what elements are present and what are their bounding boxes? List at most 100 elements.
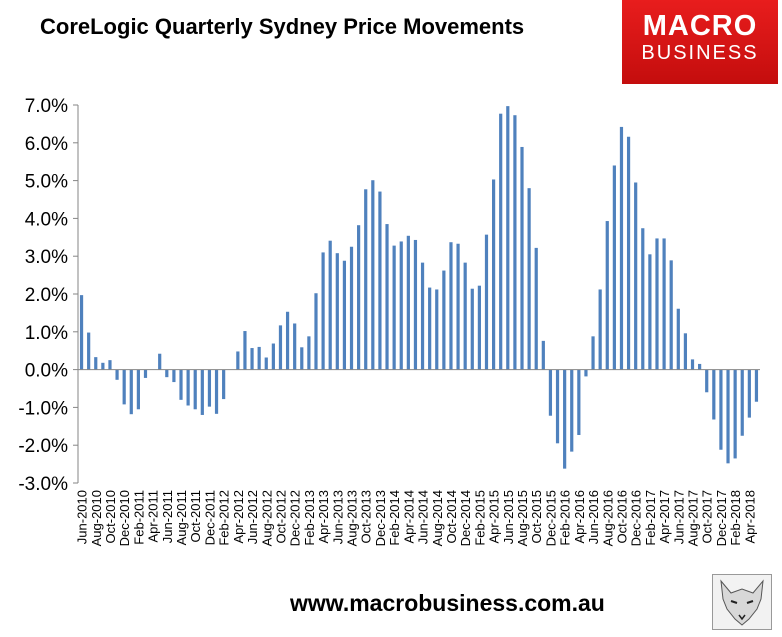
x-axis: Jun-2010 Aug-2010 Oct-2010 Dec-2010 Feb-2011… [75,369,760,546]
bar [357,225,361,370]
bar [257,346,261,370]
x-tick-label: Apr-2012 [231,490,246,543]
bar [648,254,652,370]
bar [328,240,332,370]
bar [456,243,460,370]
x-tick-label: Dec-2017 [714,490,729,546]
bar [591,336,595,370]
x-tick-label: Dec-2014 [458,490,473,546]
bar [740,369,744,436]
x-tick-label: Oct-2011 [188,490,203,543]
x-tick-label: Aug-2017 [686,490,701,546]
x-tick-label: Feb-2014 [387,490,402,546]
bar [435,289,439,370]
bar [584,369,588,377]
bar [243,331,247,370]
x-tick-label: Apr-2011 [146,490,161,543]
bar [143,369,148,378]
bar [612,165,616,370]
bar [406,235,410,370]
bar [321,252,325,370]
bar [598,289,602,370]
x-tick-label: Jun-2017 [671,490,686,544]
bar [726,369,730,464]
bar [278,325,283,370]
bar [513,115,517,370]
bar [314,293,318,370]
y-tick-label: 2.0% [25,285,68,306]
bar [94,357,98,370]
bar [719,369,723,450]
y-tick-label: 1.0% [25,323,68,344]
bar [364,189,368,370]
bar [200,369,204,415]
y-tick-label: 3.0% [25,247,68,268]
bar [158,353,162,370]
bar [747,369,751,418]
x-tick-label: Aug-2010 [89,490,104,546]
bar [285,311,290,370]
bar [570,369,574,452]
x-tick-label: Dec-2016 [629,490,644,546]
bar [577,369,581,435]
bar [79,295,84,370]
bar [335,253,339,370]
bar [101,362,105,370]
x-tick-label: Jun-2014 [416,490,431,544]
x-tick-label: Dec-2013 [373,490,388,546]
x-tick-label: Aug-2011 [174,490,189,545]
x-tick-label: Apr-2018 [742,490,757,543]
y-tick-label: 7.0% [25,96,68,117]
bar [392,245,396,370]
x-tick-label: Jun-2012 [245,490,260,544]
bar [420,262,425,370]
y-tick-label: 4.0% [25,209,68,230]
x-tick-label: Jun-2011 [160,490,175,543]
y-tick-label: -3.0% [18,474,68,495]
x-tick-label: Apr-2017 [657,490,672,543]
x-tick-label: Aug-2016 [600,490,615,546]
x-tick-label: Apr-2014 [401,490,416,543]
bar [527,188,531,370]
y-tick-label: 6.0% [25,134,68,155]
x-tick-label: Oct-2014 [444,490,459,543]
x-tick-label: Aug-2012 [259,490,274,546]
x-tick-label: Jun-2015 [501,490,516,544]
bar [484,234,489,370]
bar [413,239,418,370]
x-tick-label: Aug-2014 [430,490,445,546]
bar [129,369,133,415]
bar [179,369,183,400]
bars [79,106,759,469]
x-tick-label: Oct-2012 [273,490,288,543]
bar [634,182,638,370]
bar [193,369,197,410]
x-tick-label: Feb-2015 [472,490,487,546]
x-tick-label: Oct-2010 [103,490,118,543]
bar [122,369,126,405]
x-tick-label: Feb-2013 [302,490,317,546]
bar [87,332,91,370]
x-tick-label: Apr-2016 [572,490,587,543]
bar [307,336,311,370]
bar [754,369,759,402]
bar [712,369,716,420]
bar [136,369,140,410]
y-tick-label: -2.0% [18,436,68,457]
bar [733,369,737,459]
logo-line-2: BUSINESS [641,42,759,64]
bar [626,136,631,370]
bar [385,224,389,370]
x-tick-label: Dec-2012 [288,490,303,546]
bar [172,369,176,383]
x-tick-label: Dec-2010 [117,490,132,546]
bar [683,333,688,370]
bar [662,238,666,370]
bar [236,351,240,370]
bar [349,246,354,370]
bar [264,357,268,370]
bar [214,369,219,414]
bar [222,369,226,400]
bar [555,369,560,444]
bar [207,369,212,407]
